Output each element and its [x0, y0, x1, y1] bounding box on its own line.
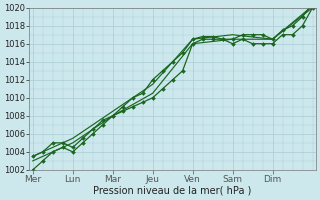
- X-axis label: Pression niveau de la mer( hPa ): Pression niveau de la mer( hPa ): [93, 186, 252, 196]
